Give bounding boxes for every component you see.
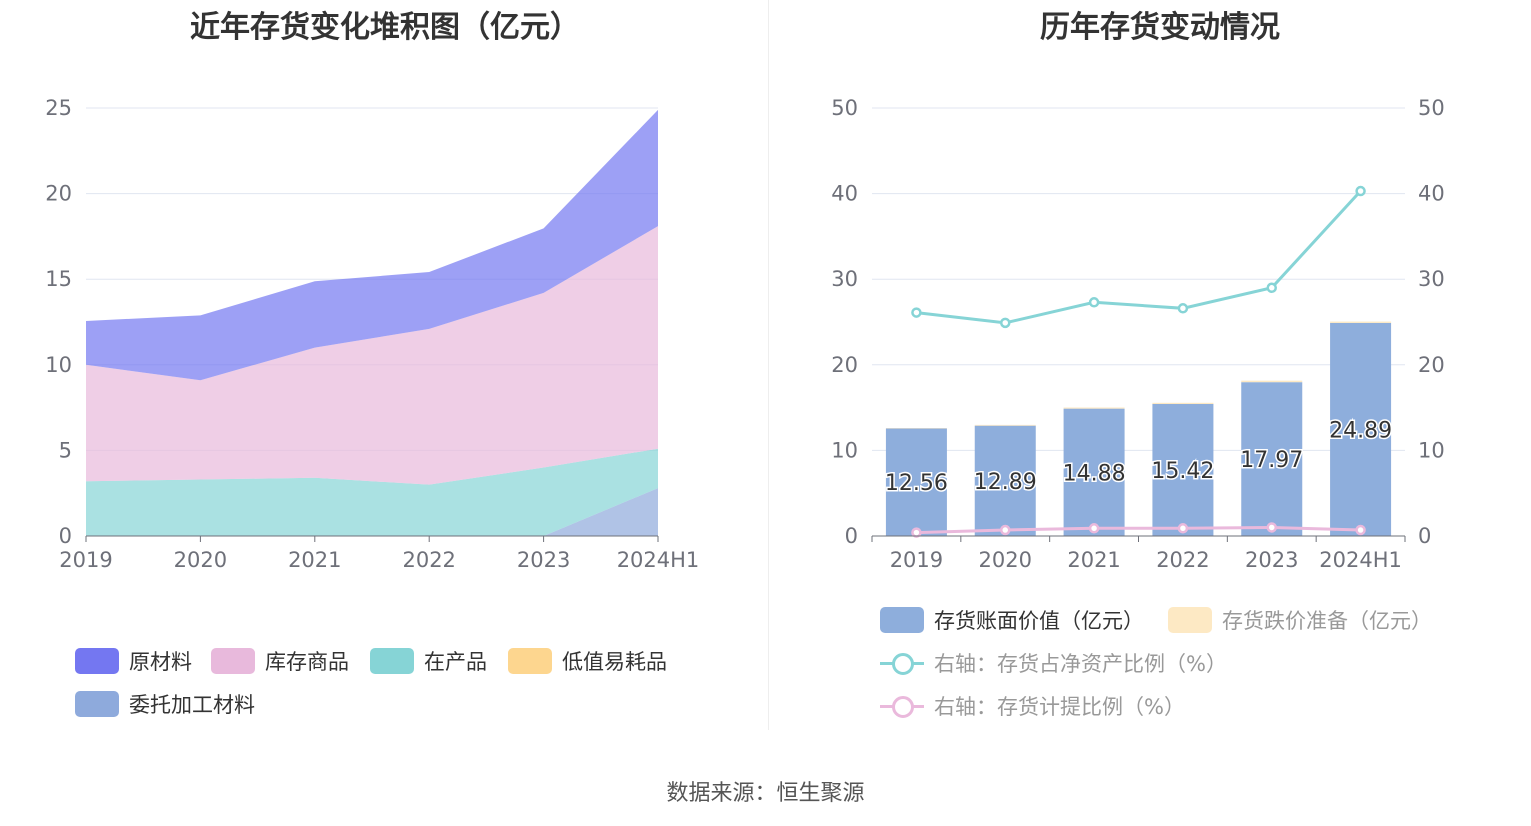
left-y-tick-label: 10: [45, 353, 72, 377]
right-y2-tick-label: 20: [1418, 353, 1445, 377]
legend-item[interactable]: 右轴：存货占净资产比例（%）: [880, 648, 1227, 678]
bar-data-label: 12.56: [885, 471, 948, 496]
right-y2-tick-label: 10: [1418, 438, 1445, 462]
line-point: [1355, 524, 1366, 536]
left-x-tick-label: 2020: [174, 548, 227, 572]
line-series: [916, 525, 1361, 535]
legend-label: 低值易耗品: [562, 650, 667, 674]
right-x-tick-label: 2024H1: [1319, 548, 1402, 572]
legend-swatch: [880, 693, 924, 719]
right-y-tick-label: 30: [831, 267, 858, 291]
right-x-tick-label: 2023: [1245, 548, 1298, 572]
right-y2-tick-label: 50: [1418, 96, 1445, 120]
bar-provision: [1152, 402, 1214, 405]
bar-provision: [1330, 321, 1392, 323]
legend-label: 存货跌价准备（亿元）: [1222, 609, 1432, 633]
line-point: [911, 307, 922, 318]
legend-swatch: [75, 648, 119, 674]
line-point: [1088, 297, 1100, 308]
bar-book-value: [974, 425, 1036, 536]
left-y-tick-label: 5: [59, 438, 72, 462]
line-point: [911, 527, 922, 538]
line-series: [916, 190, 1362, 325]
legend-label: 右轴：存货计提比例（%）: [934, 695, 1185, 719]
bar-provision: [1063, 407, 1125, 409]
left-x-tick-label: 2024H1: [617, 548, 700, 572]
right-y-tick-label: 10: [831, 438, 858, 462]
legend-label: 原材料: [129, 650, 192, 674]
right-y-tick-label: 50: [831, 96, 858, 120]
panel-divider: [768, 0, 769, 730]
line-point: [1266, 282, 1277, 294]
legend-label: 委托加工材料: [129, 693, 255, 717]
legend-item[interactable]: 存货账面价值（亿元）: [880, 605, 1144, 635]
legend-item[interactable]: 存货跌价准备（亿元）: [1168, 605, 1432, 635]
right-y-tick-label: 0: [845, 524, 858, 548]
bar-book-value: [1330, 322, 1392, 536]
legend-label: 右轴：存货占净资产比例（%）: [934, 652, 1227, 676]
bar-data-label: 17.97: [1240, 448, 1303, 473]
legend-item[interactable]: 原材料: [75, 646, 192, 676]
left-y-tick-label: 20: [45, 182, 72, 206]
right-y-tick-label: 20: [831, 353, 858, 377]
area-series: [86, 448, 658, 536]
line-point: [1177, 523, 1189, 534]
line-point: [1266, 522, 1277, 533]
legend-label: 存货账面价值（亿元）: [934, 609, 1144, 633]
line-point: [1088, 523, 1100, 534]
right-x-tick-label: 2022: [1156, 548, 1209, 572]
bar-provision: [1241, 380, 1303, 383]
legend-item[interactable]: 在产品: [370, 646, 487, 676]
right-y2-tick-label: 0: [1418, 524, 1431, 548]
left-chart-title: 近年存货变化堆积图（亿元）: [190, 10, 580, 45]
area-series: [86, 109, 658, 381]
bar-book-value: [885, 428, 947, 536]
bar-data-label: 12.89: [974, 470, 1037, 495]
legend-swatch: [1168, 607, 1212, 633]
right-x-tick-label: 2020: [979, 548, 1032, 572]
legend-label: 在产品: [424, 650, 487, 674]
legend-item[interactable]: 委托加工材料: [75, 689, 255, 719]
line-point: [1355, 185, 1366, 197]
right-y-tick-label: 40: [831, 182, 858, 206]
bar-data-label: 24.89: [1329, 418, 1392, 443]
legend-swatch: [211, 648, 255, 674]
legend-item[interactable]: 库存商品: [211, 646, 349, 676]
bar-book-value: [1152, 404, 1214, 536]
line-point: [1000, 317, 1011, 329]
bar-provision: [974, 424, 1036, 426]
right-x-tick-label: 2021: [1067, 548, 1120, 572]
left-y-tick-label: 15: [45, 267, 72, 291]
legend-swatch: [75, 691, 119, 717]
left-x-tick-label: 2019: [59, 548, 112, 572]
right-y2-tick-label: 40: [1418, 182, 1445, 206]
area-series: [86, 226, 658, 485]
area-series: [86, 488, 658, 536]
bar-book-value: [1241, 382, 1303, 536]
bar-data-label: 14.88: [1063, 461, 1126, 486]
bar-data-label: 15.42: [1151, 459, 1214, 484]
legend-swatch: [370, 648, 414, 674]
left-x-tick-label: 2021: [288, 548, 341, 572]
legend-swatch: [508, 648, 552, 674]
right-x-tick-label: 2019: [890, 548, 943, 572]
left-x-tick-label: 2023: [517, 548, 570, 572]
legend-item[interactable]: 右轴：存货计提比例（%）: [880, 691, 1185, 721]
line-point: [1000, 524, 1011, 536]
data-source: 数据来源：恒生聚源: [666, 781, 865, 806]
bar-book-value: [1063, 408, 1125, 536]
legend-swatch: [880, 607, 924, 633]
left-y-tick-label: 25: [45, 96, 72, 120]
legend-swatch: [880, 650, 924, 676]
right-chart-title: 历年存货变动情况: [1040, 10, 1280, 45]
left-y-tick-label: 0: [59, 524, 72, 548]
left-x-tick-label: 2022: [402, 548, 455, 572]
legend-label: 库存商品: [265, 650, 349, 674]
legend-item[interactable]: 低值易耗品: [508, 646, 667, 676]
right-y2-tick-label: 30: [1418, 267, 1445, 291]
line-point: [1177, 303, 1189, 314]
